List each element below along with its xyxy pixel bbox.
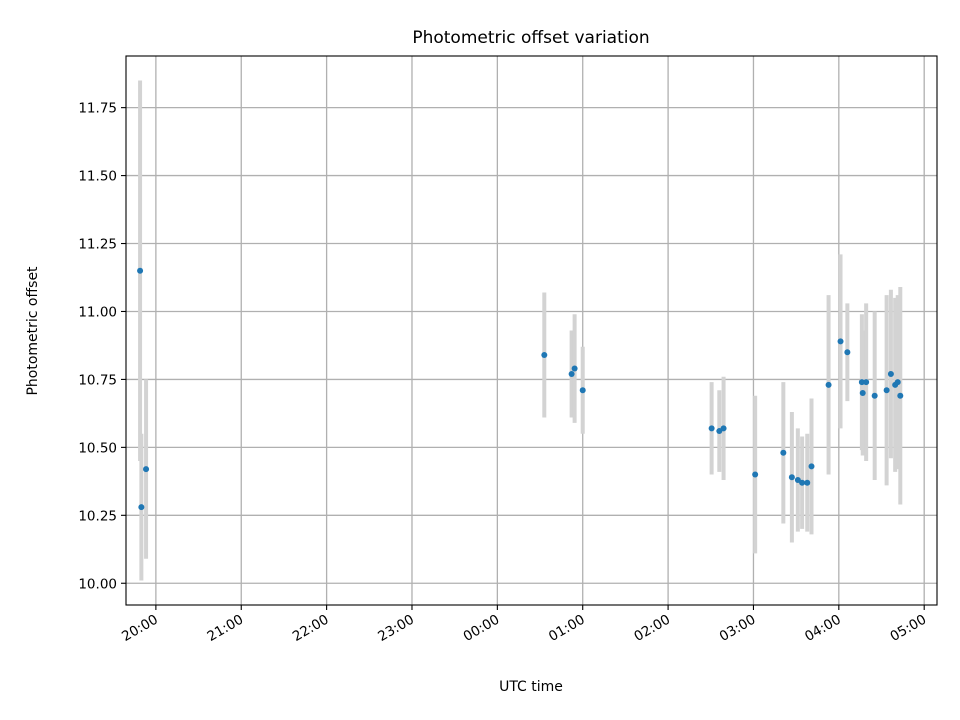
data-point: [794, 476, 801, 483]
y-tick-label: 11.75: [78, 101, 117, 117]
y-axis-ticks: 10.00 10.25 10.50 10.75 11.00 11.25 11.50 11.75: [78, 101, 126, 592]
y-tick-label: 10.75: [78, 372, 117, 388]
data-point: [138, 504, 145, 511]
data-point: [708, 425, 715, 432]
y-tick-label: 10.00: [78, 576, 117, 592]
data-point: [871, 392, 878, 399]
data-points: [137, 267, 904, 511]
data-point: [137, 267, 144, 274]
data-point: [858, 379, 865, 386]
x-axis-label: UTC time: [499, 679, 563, 695]
data-point: [825, 381, 832, 388]
x-tick-label: 00:00: [461, 612, 503, 645]
x-tick-label: 20:00: [119, 612, 161, 645]
x-axis-ticks: 20:00 21:00 22:00 23:00 00:00 01:00 02:00 03:00…: [119, 605, 929, 645]
grid-lines: [126, 56, 937, 605]
y-tick-label: 10.25: [78, 508, 117, 524]
data-point: [720, 425, 727, 432]
x-tick-label: 23:00: [375, 612, 417, 645]
data-point: [837, 338, 844, 345]
y-tick-label: 10.50: [78, 440, 117, 456]
data-point: [788, 474, 795, 481]
data-point: [568, 370, 575, 377]
x-tick-label: 22:00: [290, 612, 332, 645]
data-point: [883, 387, 890, 394]
data-point: [887, 370, 894, 377]
x-tick-label: 03:00: [717, 612, 759, 645]
data-point: [863, 379, 870, 386]
data-point: [894, 379, 901, 386]
y-tick-label: 11.50: [78, 169, 117, 185]
data-point: [752, 471, 759, 478]
data-point: [808, 463, 815, 470]
data-point: [541, 351, 548, 358]
x-tick-label: 01:00: [546, 612, 588, 645]
chart-title: Photometric offset variation: [412, 28, 649, 48]
y-tick-label: 11.00: [78, 304, 117, 320]
x-tick-label: 05:00: [888, 612, 930, 645]
data-point: [571, 365, 578, 372]
data-point: [143, 466, 150, 473]
data-point: [844, 349, 851, 356]
x-tick-label: 02:00: [631, 612, 673, 645]
data-point: [804, 479, 811, 486]
data-point: [897, 392, 904, 399]
y-tick-label: 11.25: [78, 237, 117, 253]
x-tick-label: 04:00: [802, 612, 844, 645]
data-point: [859, 390, 866, 397]
error-bars: [138, 80, 903, 581]
y-axis-label: Photometric offset: [25, 266, 41, 396]
plot-frame: [125, 55, 938, 606]
data-point: [780, 449, 787, 456]
x-tick-label: 21:00: [205, 612, 247, 645]
data-point: [579, 387, 586, 394]
data-point: [799, 479, 806, 486]
data-point: [716, 428, 723, 435]
